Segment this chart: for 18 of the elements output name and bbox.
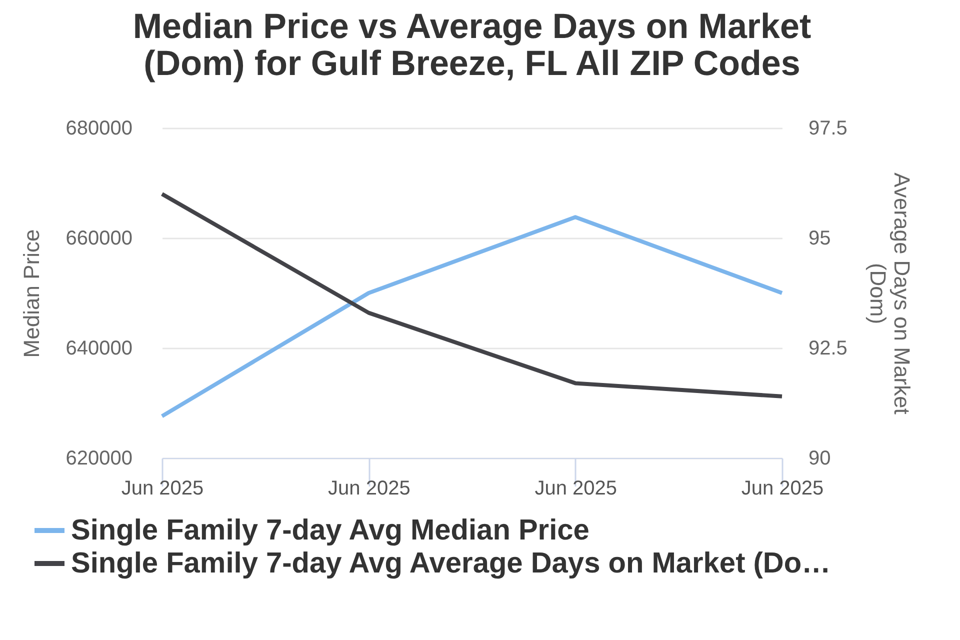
y2-tick-label: 90 — [808, 448, 831, 470]
y2-tick-label: 97.5 — [808, 118, 848, 140]
y-axis-title: Median Price — [18, 229, 44, 358]
y-tick-label: 680000 — [66, 118, 132, 140]
legend-label: Single Family 7-day Avg Median Price — [71, 514, 590, 546]
line-series — [160, 192, 784, 398]
y-tick-label: 660000 — [66, 228, 132, 250]
y-tick-label: 620000 — [66, 448, 132, 470]
x-tick-label: Jun 2025 — [121, 478, 204, 500]
y2-tick-label: 92.5 — [808, 338, 848, 360]
y2-tick-label: 95 — [808, 228, 831, 250]
y-tick-label: 640000 — [66, 338, 132, 360]
chart-title: Median Price vs Average Days on Market (Dom) for Gulf Breeze, FL All ZIP Codes — [132, 7, 812, 83]
x-tick-label: Jun 2025 — [328, 478, 410, 500]
x-tick-label: Jun 2025 — [741, 478, 824, 500]
x-tick-label: Jun 2025 — [534, 478, 617, 500]
legend-label: Single Family 7-day Avg Average Days on Market (Do… — [71, 548, 831, 580]
y2-axis-title: Average Days on Market (Dom) — [865, 172, 914, 414]
